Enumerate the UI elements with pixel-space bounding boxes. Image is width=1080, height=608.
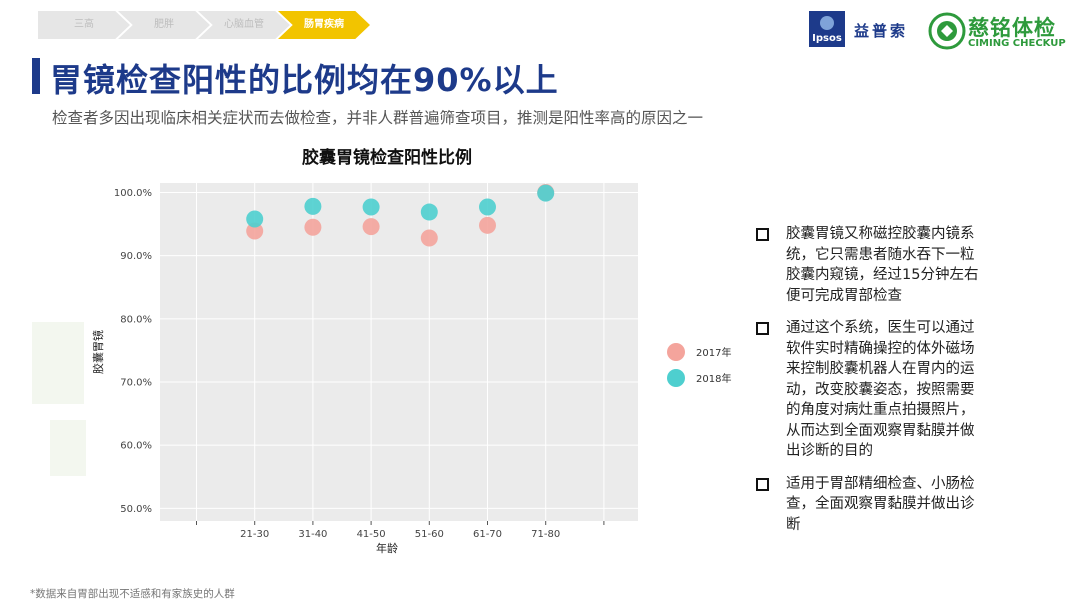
data-point: [362, 218, 380, 236]
x-axis-ticks: 21-30 31-40 41-50 51-60 61-70 71-80: [196, 521, 605, 540]
data-point: [420, 203, 438, 221]
footnote: *数据来自胃部出现不适感和有家族史的人群: [30, 588, 235, 600]
ipsos-logo-text: Ipsos: [812, 33, 842, 44]
chart-title: 胶囊胃镜检查阳性比例: [302, 147, 472, 168]
grid-lines: [160, 183, 638, 521]
y-tick-label: 80.0%: [120, 314, 152, 325]
data-point: [362, 198, 380, 216]
legend-label: 2018年: [696, 372, 731, 385]
data-point: [479, 198, 496, 216]
ciming-chinese-name: 慈铭体检: [968, 16, 1056, 40]
note-text: 通过这个系统，医生可以通过软件实时精确操控的体外磁场来控制胶囊机器人在胃内的运动…: [786, 320, 975, 459]
note-text: 适用于胃部精细检查、小肠检查，全面观察胃黏膜并做出诊断: [786, 475, 975, 533]
x-tick-label: 51-60: [415, 529, 444, 540]
breadcrumb-item-cardio[interactable]: 心脑血管: [198, 11, 290, 39]
data-point: [479, 216, 496, 234]
x-tick-label: 21-30: [240, 529, 269, 540]
square-bullet-icon: [756, 477, 769, 491]
breadcrumb-item-gastro[interactable]: 肠胃疾病: [278, 11, 370, 39]
ipsos-logo: Ipsos: [809, 11, 845, 47]
y-axis-label: 胶囊胃镜: [91, 330, 105, 374]
y-tick-label: 70.0%: [120, 378, 152, 389]
data-point: [246, 222, 264, 240]
data-point: [304, 197, 322, 215]
note-item: 通过这个系统，医生可以通过软件实时精确操控的体外磁场来控制胶囊机器人在胃内的运动…: [756, 318, 986, 462]
square-bullet-icon: [756, 322, 769, 335]
data-point: [246, 210, 264, 228]
x-tick-label: 31-40: [298, 529, 327, 540]
square-bullet-icon: [756, 228, 769, 241]
legend-marker: [667, 369, 685, 387]
note-text: 胶囊胃镜又称磁控胶囊内镜系统，它只需患者随水吞下一粒胶囊内窥镜，经过15分钟左右…: [786, 226, 979, 304]
data-point: [420, 229, 438, 247]
decorative-block: [32, 322, 84, 404]
data-points: [246, 183, 555, 247]
legend-label: 2017年: [696, 346, 731, 359]
note-item: 胶囊胃镜又称磁控胶囊内镜系统，它只需患者随水吞下一粒胶囊内窥镜，经过15分钟左右…: [756, 224, 986, 306]
y-tick-label: 90.0%: [120, 251, 152, 262]
y-tick-label: 60.0%: [120, 441, 152, 452]
breadcrumb-item-obesity[interactable]: 肥胖: [118, 11, 210, 39]
ciming-english-name: CIMING CHECKUP: [968, 38, 1066, 49]
chart-legend: 2017年 2018年: [667, 343, 731, 387]
title-accent-bar: [32, 58, 40, 94]
page-subtitle: 检查者多因出现临床相关症状而去做检查，并非人群普遍筛查项目，推测是阳性率高的原因…: [52, 109, 704, 127]
y-axis-ticks: 50.0% 60.0% 70.0% 80.0% 90.0% 100.0%: [114, 188, 152, 515]
x-axis-label: 年龄: [376, 541, 398, 555]
ciming-emblem-icon: [928, 12, 966, 50]
x-tick-label: 61-70: [473, 529, 502, 540]
note-item: 适用于胃部精细检查、小肠检查，全面观察胃黏膜并做出诊断: [756, 474, 986, 536]
plot-area: [160, 183, 638, 521]
page-title: 胃镜检查阳性的比例均在90%以上: [50, 61, 559, 99]
y-tick-label: 100.0%: [114, 188, 152, 199]
breadcrumb-item-sangao[interactable]: 三高: [38, 11, 130, 39]
data-point: [537, 184, 555, 202]
y-tick-label: 50.0%: [120, 504, 152, 515]
ipsos-circle-icon: [820, 16, 834, 30]
x-tick-label: 71-80: [531, 529, 560, 540]
notes-list: 胶囊胃镜又称磁控胶囊内镜系统，它只需患者随水吞下一粒胶囊内窥镜，经过15分钟左右…: [756, 224, 986, 547]
data-point: [304, 218, 322, 236]
decorative-block: [50, 420, 86, 476]
legend-marker: [667, 343, 685, 361]
x-tick-label: 41-50: [357, 529, 386, 540]
ipsos-chinese-name: 益普索: [854, 22, 909, 40]
